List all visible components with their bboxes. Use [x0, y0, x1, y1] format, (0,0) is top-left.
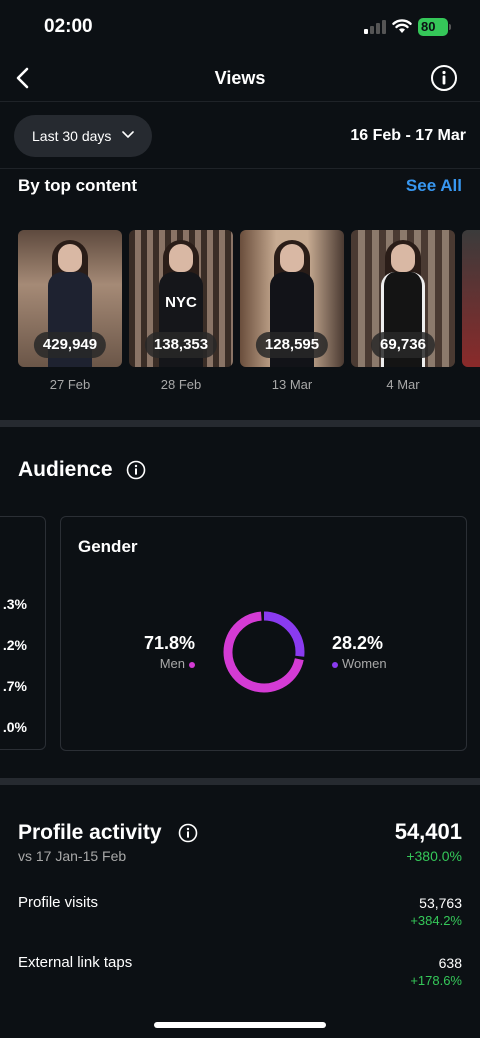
gender-donut-chart — [223, 611, 305, 693]
section-divider — [0, 778, 480, 785]
profile-activity-total: 54,401 — [394, 819, 462, 844]
metric-label-external-link-taps: External link taps — [18, 954, 133, 971]
battery-level: 80 — [421, 19, 436, 34]
wifi-icon — [392, 19, 412, 33]
signal-icon — [364, 20, 386, 34]
see-all-link[interactable]: See All — [405, 176, 462, 195]
metric-change-profile-visits: +384.2% — [410, 913, 462, 928]
status-time: 02:00 — [44, 16, 93, 37]
men-segment — [223, 611, 305, 693]
content-thumbnail[interactable]: NYC 138,353 — [129, 230, 233, 367]
content-thumbnail[interactable]: 128,595 — [240, 230, 344, 367]
gender-card[interactable]: Gender 71.8% Men 28.2% Women — [60, 516, 467, 751]
men-percentage: 71.8% — [143, 633, 195, 653]
content-card[interactable]: 69,736 4 Mar — [351, 230, 455, 392]
top-content-carousel[interactable]: 429,949 27 Feb NYC 138,353 28 Feb 128,59… — [18, 230, 480, 400]
date-range-dropdown[interactable]: Last 30 days — [14, 115, 152, 157]
content-card[interactable]: 429,949 27 Feb — [18, 230, 122, 392]
profile-activity-info-button[interactable] — [178, 823, 198, 843]
profile-activity-change: +380.0% — [406, 848, 462, 864]
age-range-card[interactable]: .3% .2% .7% .0% — [0, 516, 46, 750]
content-card[interactable]: NYC 138,353 28 Feb — [129, 230, 233, 392]
profile-activity-compare: vs 17 Jan-15 Feb — [18, 848, 127, 864]
content-thumbnail[interactable] — [462, 230, 480, 367]
age-percentage: .3% — [2, 596, 27, 612]
date-range-label: Last 30 days — [32, 128, 112, 144]
date-range-dates: 16 Feb - 17 Mar — [350, 127, 466, 144]
age-percentage: .7% — [2, 678, 27, 694]
metric-change-external-link-taps: +178.6% — [410, 973, 462, 988]
women-label: Women — [332, 656, 387, 671]
status-bar: 02:00 80 — [0, 0, 480, 54]
page-title: Views — [214, 68, 266, 88]
audience-header: Audience — [18, 458, 146, 484]
top-content-title: By top content — [18, 176, 137, 195]
gender-title: Gender — [78, 537, 138, 556]
content-card[interactable] — [462, 230, 480, 367]
women-percentage: 28.2% — [332, 633, 384, 653]
info-button[interactable] — [430, 64, 458, 92]
view-count-badge: 429,949 — [33, 332, 107, 358]
battery-cap — [449, 24, 451, 30]
content-thumbnail[interactable]: 69,736 — [351, 230, 455, 367]
date-range-row: Last 30 days 16 Feb - 17 Mar — [0, 103, 480, 169]
metric-value-external-link-taps: 638 — [438, 955, 462, 971]
profile-activity-title: Profile activity — [18, 821, 162, 844]
content-thumbnail[interactable]: 429,949 — [18, 230, 122, 367]
metric-label-profile-visits: Profile visits — [18, 894, 99, 911]
top-content-header: By top content See All — [18, 176, 462, 198]
view-count-badge: 138,353 — [144, 332, 218, 358]
nav-bar: Views — [0, 54, 480, 102]
section-divider — [0, 420, 480, 427]
metric-value-profile-visits: 53,763 — [419, 895, 462, 911]
chevron-left-icon — [16, 67, 29, 89]
battery-icon: 80 — [418, 18, 448, 36]
audience-info-button[interactable] — [126, 460, 146, 480]
men-label: Men — [160, 656, 195, 671]
age-percentage: .2% — [2, 637, 27, 653]
content-date: 13 Mar — [271, 377, 313, 392]
audience-title: Audience — [18, 458, 113, 481]
content-date: 27 Feb — [49, 377, 91, 392]
age-percentage: .0% — [2, 719, 27, 735]
content-card[interactable]: 128,595 13 Mar — [240, 230, 344, 392]
chevron-down-icon — [122, 131, 134, 139]
back-button[interactable] — [10, 64, 38, 92]
content-date: 4 Mar — [386, 377, 420, 392]
view-count-badge: 128,595 — [255, 332, 329, 358]
view-count-badge: 69,736 — [371, 332, 435, 358]
women-segment — [223, 611, 305, 693]
content-date: 28 Feb — [160, 377, 202, 392]
home-indicator[interactable] — [154, 1022, 326, 1028]
